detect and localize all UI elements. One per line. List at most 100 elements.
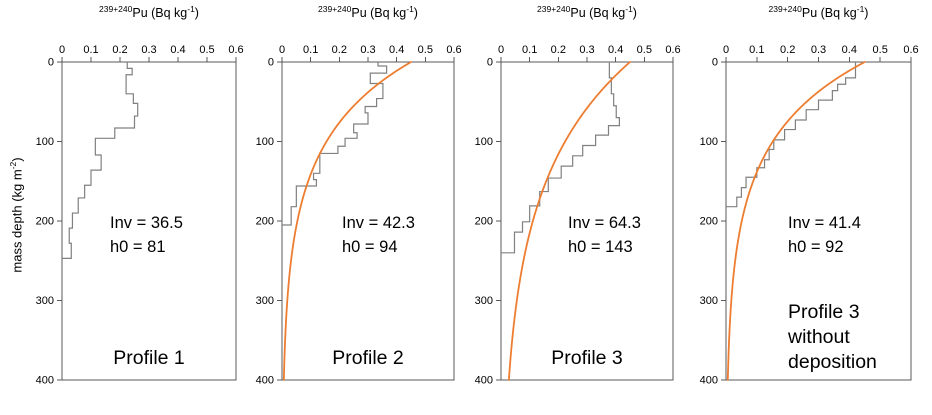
x-axis-title: 239+240Pu (Bq kg-1)	[537, 3, 637, 20]
y-axis-title-close: )	[9, 157, 25, 162]
profile-label-line: Profile 3	[551, 347, 623, 369]
y-tick-label: 300	[700, 295, 718, 307]
profile-label: Profile 1	[113, 346, 185, 371]
x-tick-label: 0.1	[83, 44, 98, 56]
exponent-superscript: -1	[856, 3, 865, 14]
x-axis-title-text: Pu (Bq kg	[351, 6, 407, 20]
isotope-superscript: 239+240	[99, 3, 133, 14]
x-axis-title: 239+240Pu (Bq kg-1)	[768, 3, 869, 20]
x-tick-label: 0	[498, 44, 504, 56]
y-tick-label: 200	[475, 216, 493, 228]
x-tick-label: 0.3	[579, 44, 594, 56]
x-axis-title: 239+240Pu (Bq kg-1)	[99, 3, 199, 20]
measured-step-line	[282, 62, 388, 226]
y-tick-label: 100	[256, 136, 274, 148]
x-tick-label: 0.1	[522, 44, 537, 56]
x-tick-label: 0.2	[551, 44, 566, 56]
x-tick-label: 0.1	[749, 44, 764, 56]
h0-value-text: h0 = 94	[342, 238, 398, 256]
exponent-superscript: -1	[625, 3, 633, 14]
h0-value-text: h0 = 81	[110, 238, 166, 256]
x-tick-label: 0.3	[141, 44, 156, 56]
profile-label: Profile 3	[551, 346, 623, 371]
y-tick-label: 100	[36, 136, 54, 148]
x-axis-title-close: )	[864, 6, 869, 20]
y-tick-label: 200	[256, 216, 274, 228]
profile-label-line: Profile 3	[788, 301, 860, 323]
isotope-superscript: 239+240	[318, 3, 352, 14]
x-tick-label: 0.4	[842, 44, 857, 56]
profile-label-line: deposition	[788, 351, 877, 373]
inventory-value-text: Inv = 42.3	[342, 214, 415, 232]
x-tick-label: 0	[279, 44, 285, 56]
x-tick-label: 0.5	[418, 44, 433, 56]
profile-label: Profile 3 without deposition	[788, 300, 877, 375]
x-axis-title-text: Pu (Bq kg	[570, 6, 626, 20]
fit-curve	[282, 61, 412, 381]
inventory-value-text: Inv = 64.3	[568, 214, 641, 232]
x-axis-title-close: )	[632, 6, 637, 20]
y-axis-title-text: mass depth (kg m	[9, 169, 25, 273]
y-tick-label: 0	[48, 57, 54, 69]
y-tick-label: 400	[36, 375, 54, 387]
y-axis-title: mass depth (kg m-2)	[8, 157, 25, 273]
isotope-superscript: 239+240	[537, 3, 571, 14]
x-tick-label: 0.6	[228, 44, 243, 56]
x-axis-title-close: )	[413, 6, 418, 20]
measured-step-line	[501, 62, 620, 254]
y-tick-label: 400	[256, 375, 274, 387]
fit-curve	[726, 61, 866, 381]
y-tick-label: 0	[487, 57, 493, 69]
y-tick-label: 300	[256, 295, 274, 307]
fit-parameters-annotation: Inv = 36.5 h0 = 81	[110, 211, 183, 259]
measured-step-line	[62, 62, 139, 259]
inventory-value-text: Inv = 41.4	[788, 214, 861, 232]
x-tick-label: 0.2	[332, 44, 347, 56]
fit-curve	[507, 61, 631, 381]
x-tick-label: 0.1	[303, 44, 318, 56]
x-tick-label: 0.2	[780, 44, 795, 56]
x-axis-title-close: )	[194, 6, 199, 20]
x-tick-label: 0.6	[665, 44, 680, 56]
fit-parameters-annotation: Inv = 42.3 h0 = 94	[342, 211, 415, 259]
profile-label-line: Profile 2	[332, 347, 404, 369]
x-tick-label: 0	[723, 44, 729, 56]
x-tick-label: 0.4	[608, 44, 623, 56]
x-tick-label: 0.4	[389, 44, 404, 56]
y-tick-label: 0	[268, 57, 274, 69]
y-tick-label: 200	[700, 216, 718, 228]
h0-value-text: h0 = 92	[788, 238, 844, 256]
x-tick-label: 0.3	[360, 44, 375, 56]
exponent-superscript: -1	[406, 3, 414, 14]
y-tick-label: 300	[36, 295, 54, 307]
y-tick-label: 400	[700, 375, 718, 387]
x-axis-title-text: Pu (Bq kg	[132, 6, 188, 20]
h0-value-text: h0 = 143	[568, 238, 633, 256]
exponent-superscript: -1	[187, 3, 195, 14]
x-tick-label: 0.5	[637, 44, 652, 56]
profile-label-line: without	[788, 326, 850, 348]
y-tick-label: 100	[700, 136, 718, 148]
inventory-value-text: Inv = 36.5	[110, 214, 183, 232]
measured-step-line	[726, 62, 857, 208]
x-axis-title: 239+240Pu (Bq kg-1)	[318, 3, 418, 20]
y-tick-label: 300	[475, 295, 493, 307]
y-axis-exponent: -2	[8, 161, 19, 170]
x-tick-label: 0	[59, 44, 65, 56]
x-tick-label: 0.5	[873, 44, 888, 56]
fit-parameters-annotation: Inv = 64.3 h0 = 143	[568, 211, 641, 259]
x-tick-label: 0.4	[170, 44, 185, 56]
isotope-superscript: 239+240	[768, 3, 802, 14]
x-tick-label: 0.6	[903, 44, 918, 56]
profile-label-line: Profile 1	[113, 347, 185, 369]
y-tick-label: 400	[475, 375, 493, 387]
x-axis-title-text: Pu (Bq kg	[801, 6, 857, 20]
x-tick-label: 0.6	[446, 44, 461, 56]
y-tick-label: 0	[712, 57, 718, 69]
x-tick-label: 0.2	[112, 44, 127, 56]
profile-label: Profile 2	[332, 346, 404, 371]
x-tick-label: 0.5	[199, 44, 214, 56]
y-tick-label: 100	[475, 136, 493, 148]
